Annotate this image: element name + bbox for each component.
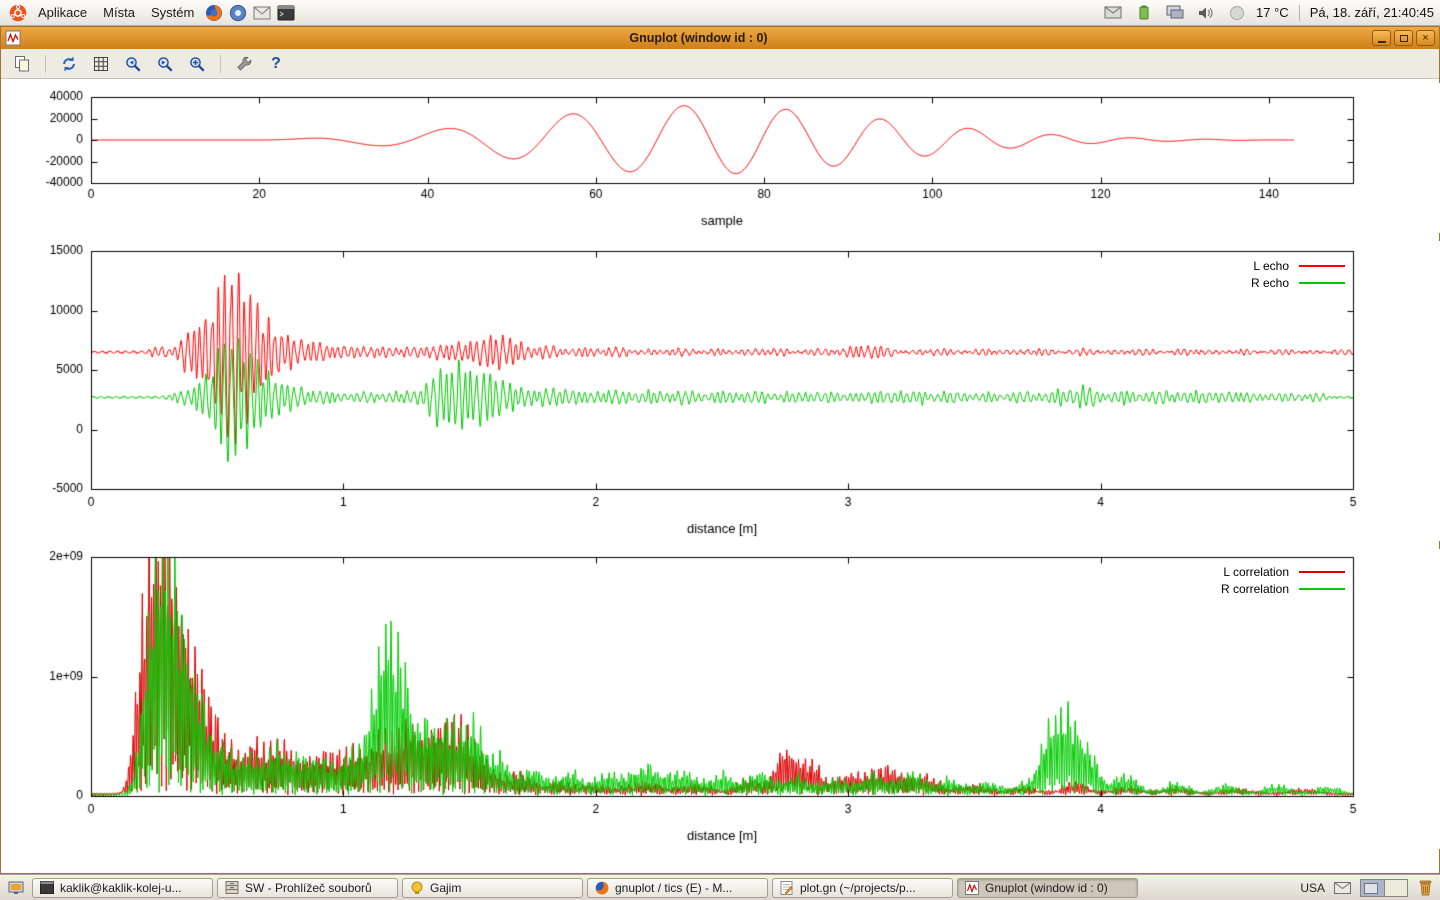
legend-line-l-echo — [1299, 264, 1345, 267]
zoom-previous-button[interactable] — [120, 52, 146, 76]
volume-icon[interactable] — [1195, 2, 1217, 24]
grid-icon — [94, 56, 108, 71]
taskbar: kaklik@kaklik-kolej-u... SW - Prohlížeč … — [0, 874, 1440, 900]
text-editor-icon — [778, 879, 795, 896]
maximize-icon — [1399, 34, 1408, 42]
legend-entry: R echo — [1250, 275, 1345, 290]
gnuplot-window: Gnuplot (window id : 0) × — [0, 26, 1440, 874]
replot-button[interactable] — [56, 52, 82, 76]
correlation-legend: L correlation R correlation — [1220, 564, 1345, 596]
task-button-text-editor[interactable]: plot.gn (~/projects/p... — [772, 877, 953, 898]
power-status-icon[interactable] — [1133, 2, 1155, 24]
workspace-1[interactable] — [1361, 879, 1384, 896]
task-label: Gnuplot (window id : 0) — [985, 880, 1108, 895]
copy-to-clipboard-button[interactable] — [9, 52, 35, 76]
panel-separator — [1298, 4, 1300, 21]
taskbar-right-area: USA — [1300, 878, 1436, 897]
trash-icon[interactable] — [1417, 879, 1434, 896]
task-button-gajim[interactable]: Gajim — [402, 877, 583, 898]
legend-line-r-echo — [1299, 281, 1345, 284]
task-label: Gajim — [430, 880, 462, 895]
copy-icon — [15, 55, 29, 71]
menu-system[interactable]: Systém — [150, 5, 195, 20]
task-label: plot.gn (~/projects/p... — [800, 880, 916, 895]
legend-line-r-correlation — [1299, 587, 1345, 590]
toolbar: ? — [1, 49, 1439, 79]
show-desktop-button[interactable] — [4, 878, 28, 898]
gnuplot-window-icon[interactable] — [5, 30, 21, 46]
task-button-firefox[interactable]: gnuplot / tics (E) - M... — [587, 877, 768, 898]
legend-label-r-echo: R echo — [1250, 275, 1289, 290]
panel-menus: Aplikace Místa Systém — [6, 2, 298, 24]
terminal-launcher-icon[interactable] — [275, 2, 297, 24]
toggle-grid-button[interactable] — [88, 52, 114, 76]
toolbar-separator — [220, 54, 221, 73]
mail-notification-icon[interactable] — [1102, 2, 1124, 24]
menu-applications[interactable]: Aplikace — [38, 5, 88, 20]
wrench-icon — [237, 56, 252, 71]
zoom-previous-icon — [126, 56, 141, 71]
menu-places[interactable]: Místa — [103, 5, 135, 20]
firefox-launcher-icon[interactable] — [203, 2, 225, 24]
close-icon: × — [1422, 31, 1429, 44]
mail-tray-icon[interactable] — [1334, 879, 1351, 896]
task-button-file-manager[interactable]: SW - Prohlížeč souborů — [217, 877, 398, 898]
task-label: gnuplot / tics (E) - M... — [615, 880, 733, 895]
titlebar[interactable]: Gnuplot (window id : 0) × — [1, 27, 1439, 49]
minimize-icon — [1377, 40, 1386, 43]
legend-entry: L correlation — [1223, 564, 1345, 579]
help-launcher-icon[interactable] — [227, 2, 249, 24]
task-label: SW - Prohlížeč souborů — [245, 880, 372, 895]
show-desktop-icon — [8, 881, 24, 894]
display-status-icon[interactable] — [1164, 2, 1186, 24]
legend-line-l-correlation — [1299, 570, 1345, 573]
minimize-button[interactable] — [1372, 30, 1391, 46]
weather-icon[interactable] — [1226, 2, 1248, 24]
legend-label-l-echo: L echo — [1253, 258, 1289, 273]
chart-correlation-canvas[interactable] — [1, 549, 1440, 849]
autoscale-icon — [190, 56, 205, 71]
zoom-next-icon — [158, 56, 173, 71]
ubuntu-logo-icon[interactable] — [7, 2, 29, 24]
top-panel: Aplikace Místa Systém — [0, 0, 1440, 26]
help-button[interactable]: ? — [263, 52, 289, 76]
replot-icon — [63, 56, 75, 71]
zoom-next-button[interactable] — [152, 52, 178, 76]
task-button-terminal[interactable]: kaklik@kaklik-kolej-u... — [32, 877, 213, 898]
workspace-switcher[interactable] — [1360, 878, 1408, 897]
echo-legend: L echo R echo — [1250, 258, 1345, 290]
legend-label-l-correlation: L correlation — [1223, 564, 1289, 579]
terminal-icon — [38, 879, 55, 896]
close-button[interactable]: × — [1416, 30, 1435, 46]
clock-label[interactable]: Pá, 18. září, 21:40:45 — [1309, 5, 1434, 20]
legend-label-r-correlation: R correlation — [1220, 581, 1289, 596]
task-label: kaklik@kaklik-kolej-u... — [60, 880, 182, 895]
gajim-icon — [408, 879, 425, 896]
file-manager-icon — [223, 879, 240, 896]
workspace-2[interactable] — [1384, 879, 1407, 896]
legend-entry: L echo — [1253, 258, 1345, 273]
maximize-button[interactable] — [1394, 30, 1413, 46]
firefox-icon — [593, 879, 610, 896]
panel-status-area: 17 °C Pá, 18. září, 21:40:45 — [1101, 2, 1434, 24]
gnuplot-icon — [963, 879, 980, 896]
window-title: Gnuplot (window id : 0) — [629, 31, 768, 45]
help-icon: ? — [271, 54, 281, 72]
mail-launcher-icon[interactable] — [251, 2, 273, 24]
keyboard-layout-indicator[interactable]: USA — [1300, 880, 1325, 895]
chart-echo-canvas[interactable] — [1, 241, 1440, 541]
autoscale-button[interactable] — [184, 52, 210, 76]
task-button-gnuplot[interactable]: Gnuplot (window id : 0) — [957, 877, 1138, 898]
chart-signal-canvas[interactable] — [1, 83, 1440, 233]
toolbar-separator — [45, 54, 46, 73]
temperature-label[interactable]: 17 °C — [1256, 5, 1289, 20]
legend-entry: R correlation — [1220, 581, 1345, 596]
configure-button[interactable] — [231, 52, 257, 76]
